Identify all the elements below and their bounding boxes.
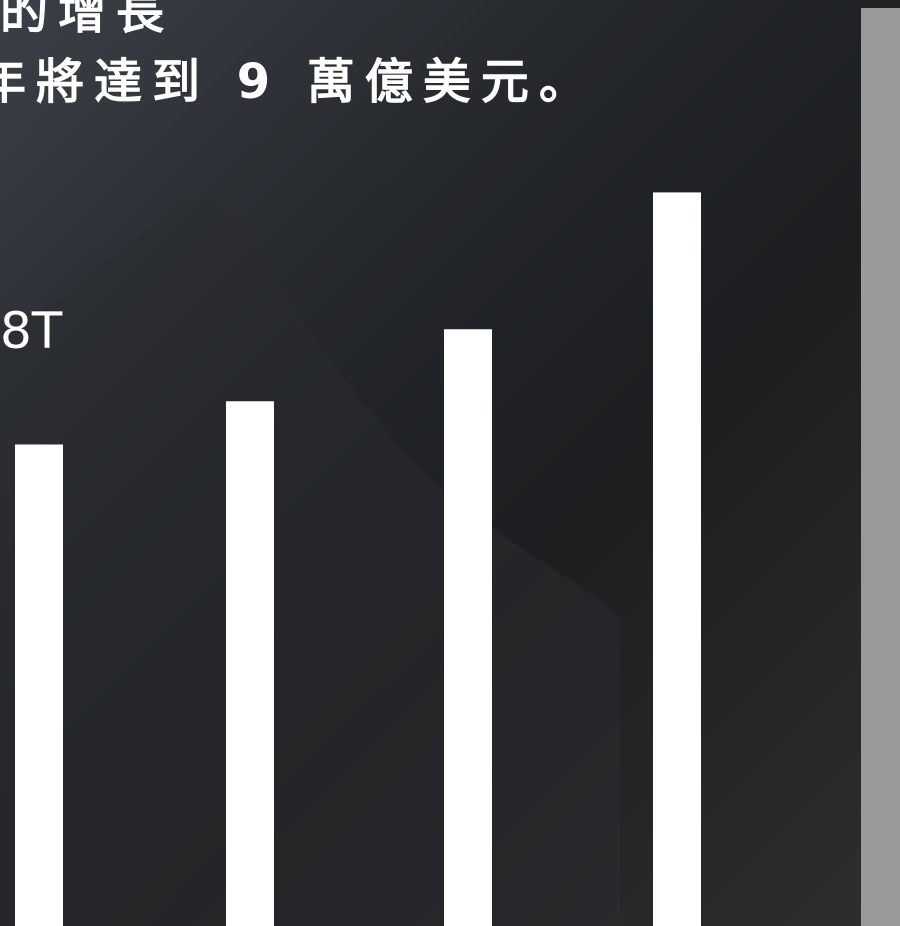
headline-line-1: 的增長: [0, 0, 175, 40]
bar-4: [653, 192, 701, 926]
headline: 的增長 年將達到 9 萬億美元。: [0, 0, 860, 110]
bar-2: [226, 401, 274, 926]
headline-line-2: 年將達到 9 萬億美元。: [0, 54, 597, 110]
bar-1: [15, 444, 63, 926]
side-panel: [861, 8, 900, 926]
bar-value-label-1: 8T: [0, 302, 63, 360]
bar-3: [444, 329, 492, 926]
